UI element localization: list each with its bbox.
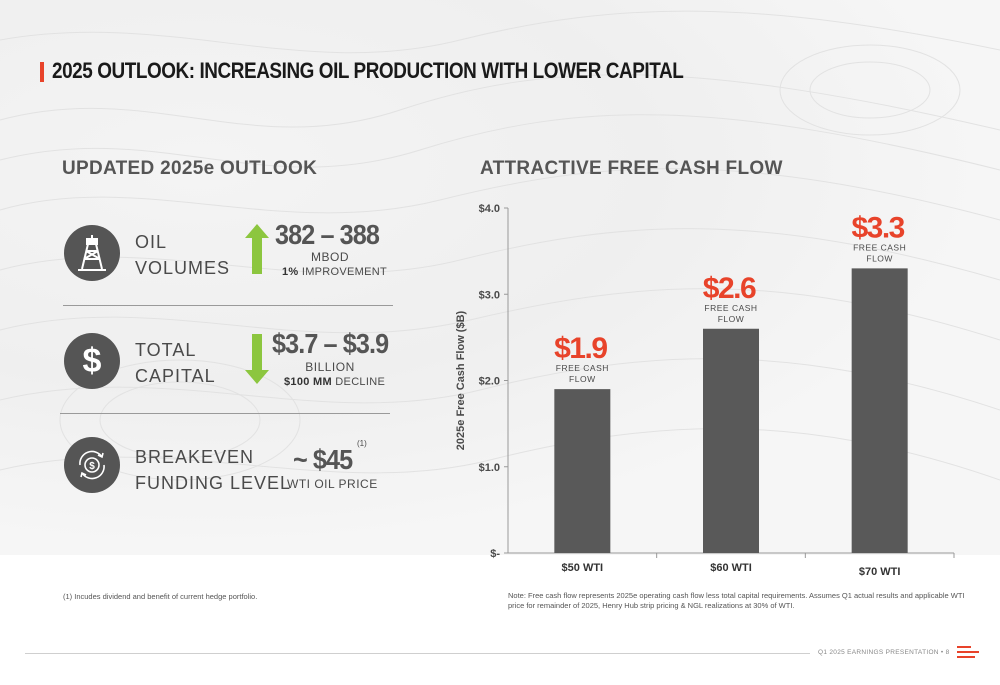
bar-annotation: FLOW xyxy=(718,314,745,324)
oil-volumes-change: 1% IMPROVEMENT xyxy=(282,266,387,278)
change-text: IMPROVEMENT xyxy=(298,266,388,278)
bar xyxy=(703,328,759,553)
topographic-background xyxy=(0,0,1000,555)
dollar-sign-icon: $ xyxy=(64,333,120,389)
breakeven-unit: WTI OIL PRICE xyxy=(287,477,378,491)
data-label: $1.9 xyxy=(554,332,607,365)
bar xyxy=(851,268,908,553)
x-tick-label: $60 WTI xyxy=(710,562,752,574)
y-axis-title: 2025e Free Cash Flow ($B) xyxy=(455,310,467,450)
up-arrow-icon xyxy=(245,224,269,279)
y-tick-label: $3.0 xyxy=(479,289,500,301)
bar-annotation: FLOW xyxy=(866,253,893,263)
title-accent-bar xyxy=(40,62,44,82)
oil-volumes-value: 382 – 388 xyxy=(275,219,380,250)
label-line-2: CAPITAL xyxy=(135,366,216,386)
total-capital-value: $3.7 – $3.9 xyxy=(272,328,389,359)
bar-annotation: FLOW xyxy=(569,374,596,384)
label-line-2: FUNDING LEVEL xyxy=(135,473,292,493)
data-label: $3.3 xyxy=(851,211,904,244)
x-tick-label: $50 WTI xyxy=(562,562,604,574)
left-section-heading: UPDATED 2025e OUTLOOK xyxy=(62,158,318,179)
oil-volumes-label: OIL VOLUMES xyxy=(135,229,230,281)
footer-rule xyxy=(25,653,810,654)
footer-text: Q1 2025 EARNINGS PRESENTATION • 8 xyxy=(818,649,950,656)
x-tick-label: $70 WTI xyxy=(859,566,901,578)
label-line-1: BREAKEVEN xyxy=(135,447,255,467)
logo-bar xyxy=(957,646,971,648)
y-tick-label: $- xyxy=(490,548,500,560)
footnote-marker: (1) xyxy=(357,439,367,448)
row-divider xyxy=(63,305,393,306)
total-capital-label: TOTAL CAPITAL xyxy=(135,337,216,389)
change-amount: 1% xyxy=(282,266,299,278)
left-footnote: (1) Incudes dividend and benefit of curr… xyxy=(63,592,258,601)
bar xyxy=(554,389,611,553)
breakeven-label: BREAKEVEN FUNDING LEVEL xyxy=(135,444,291,496)
total-capital-unit: BILLION xyxy=(305,360,355,374)
breakeven-value: ~ $45 xyxy=(293,444,353,475)
change-amount: $100 MM xyxy=(284,376,332,388)
y-tick-label: $4.0 xyxy=(479,203,500,215)
oil-volumes-unit: MBOD xyxy=(311,250,349,264)
data-label: $2.6 xyxy=(703,272,756,305)
svg-text:$: $ xyxy=(89,461,95,472)
bar-annotation: FREE CASH xyxy=(853,242,906,252)
circular-dollar-icon: $ xyxy=(64,437,120,493)
right-section-heading: ATTRACTIVE FREE CASH FLOW xyxy=(480,158,783,179)
fcf-bar-chart: $- $1.0 $2.0 $3.0 $4.0 2025e Free Cash Flow (… xyxy=(455,203,955,578)
label-line-2: VOLUMES xyxy=(135,258,231,278)
oil-rig-icon xyxy=(64,225,120,281)
y-tick-label: $2.0 xyxy=(479,376,500,388)
logo-bar xyxy=(957,656,975,658)
total-capital-change: $100 MM DECLINE xyxy=(284,376,385,388)
bar-annotation: FREE CASH xyxy=(704,303,757,313)
page-title: 2025 OUTLOOK: INCREASING OIL PRODUCTION … xyxy=(52,58,684,83)
label-line-1: TOTAL xyxy=(135,340,197,360)
change-text: DECLINE xyxy=(331,376,386,388)
label-line-1: OIL xyxy=(135,232,168,252)
bar-annotation: FREE CASH xyxy=(556,363,609,373)
logo-bar xyxy=(957,651,979,653)
row-divider xyxy=(60,413,390,414)
chart-note: Note: Free cash flow represents 2025e op… xyxy=(508,591,965,610)
y-tick-label: $1.0 xyxy=(479,462,500,474)
down-arrow-icon xyxy=(245,334,269,389)
